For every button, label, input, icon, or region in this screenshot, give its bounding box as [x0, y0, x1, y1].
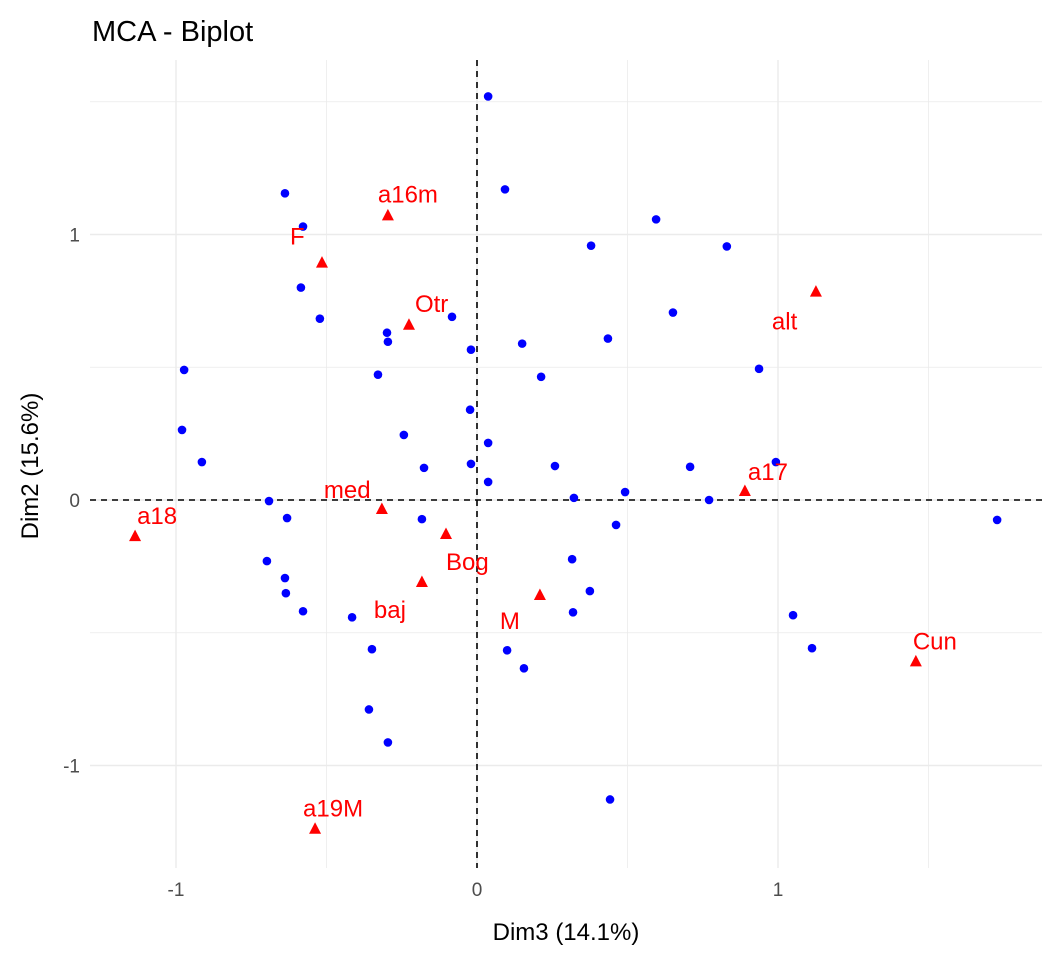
individual-point [807, 643, 817, 653]
individual-point [382, 328, 392, 338]
category-points: a16m F Otr alt a17 med a18 Bog baj M Cun a19M [129, 181, 957, 834]
individual-point [466, 459, 476, 469]
individual-point [586, 241, 596, 250]
individual-point [264, 496, 274, 506]
category-point-F [315, 256, 328, 268]
individual-point [704, 495, 714, 505]
category-point-a16m [381, 208, 394, 221]
category-label-F: F [290, 224, 305, 251]
category-label-a17: a17 [748, 459, 788, 486]
y-tick-label: 0 [69, 491, 80, 512]
zero-lines [90, 60, 1042, 868]
individual-point [197, 457, 207, 467]
individual-point [179, 365, 189, 375]
x-tick-label: 0 [472, 880, 483, 901]
category-label-Cun: Cun [913, 628, 957, 655]
individual-point [536, 372, 546, 382]
category-label-alt: alt [772, 309, 798, 336]
individual-point [296, 283, 306, 292]
category-point-a18 [129, 529, 142, 542]
individual-point [399, 430, 409, 440]
individual-point [282, 513, 292, 523]
individual-point [419, 463, 429, 473]
category-point-Bog [439, 527, 452, 539]
individual-point [347, 613, 357, 622]
individual-point [754, 364, 764, 374]
individual-points [177, 92, 1002, 804]
individual-point [500, 185, 510, 194]
individual-point [373, 370, 383, 379]
individual-point [315, 314, 325, 323]
individual-point [605, 795, 615, 804]
individual-point [364, 705, 374, 714]
individual-point [466, 345, 476, 355]
individual-point [177, 425, 187, 435]
axis-ticks: -1 0 1 -1 0 1 [63, 226, 783, 902]
individual-point [517, 339, 527, 348]
individual-point [620, 487, 630, 497]
category-label-Otr: Otr [415, 291, 448, 318]
individual-point [280, 189, 290, 198]
x-axis-label: Dim3 (14.1%) [493, 919, 640, 946]
individual-point [280, 573, 290, 583]
y-tick-label: 1 [69, 226, 80, 247]
x-tick-label: -1 [168, 880, 185, 901]
individual-point [367, 644, 377, 654]
category-point-baj [415, 575, 428, 588]
individual-point [569, 493, 579, 503]
category-point-a19M [309, 822, 322, 834]
individual-point [281, 588, 291, 598]
category-point-med [375, 502, 388, 515]
individual-point [771, 457, 781, 467]
individual-point [483, 438, 493, 448]
individual-point [651, 215, 661, 224]
category-label-a19M: a19M [303, 796, 363, 823]
individual-point [519, 664, 529, 673]
individual-point [603, 334, 613, 343]
individual-point [722, 242, 732, 251]
category-point-Otr [402, 318, 415, 330]
individual-point [383, 337, 393, 347]
individual-point [992, 515, 1002, 525]
category-label-Bog: Bog [446, 549, 489, 576]
individual-point [417, 514, 427, 524]
y-tick-label: -1 [63, 757, 80, 778]
individual-point [567, 554, 577, 564]
individual-point [788, 610, 798, 620]
individual-point [685, 462, 695, 472]
grid [90, 60, 1042, 868]
category-label-M: M [500, 608, 520, 635]
category-label-med: med [324, 477, 371, 504]
individual-point [668, 308, 678, 317]
category-point-Cun [909, 654, 922, 667]
category-label-baj: baj [374, 597, 406, 624]
chart-title: MCA - Biplot [92, 16, 253, 48]
individual-point [611, 520, 621, 530]
individual-point [298, 222, 308, 231]
category-label-a18: a18 [137, 503, 177, 530]
individual-point [298, 606, 308, 616]
y-axis-label: Dim2 (15.6%) [17, 393, 44, 540]
category-point-M [533, 588, 546, 601]
individual-point [483, 92, 493, 101]
individual-point [585, 586, 595, 596]
category-label-a16m: a16m [378, 181, 438, 208]
category-point-a17 [738, 484, 751, 496]
individual-point [465, 405, 475, 415]
individual-point [502, 645, 512, 655]
individual-point [262, 556, 272, 566]
category-point-alt [809, 285, 822, 297]
x-tick-label: 1 [773, 880, 784, 901]
individual-point [550, 461, 560, 471]
individual-point [447, 312, 457, 322]
individual-point [483, 477, 493, 487]
individual-point [383, 738, 393, 747]
individual-point [568, 608, 578, 617]
